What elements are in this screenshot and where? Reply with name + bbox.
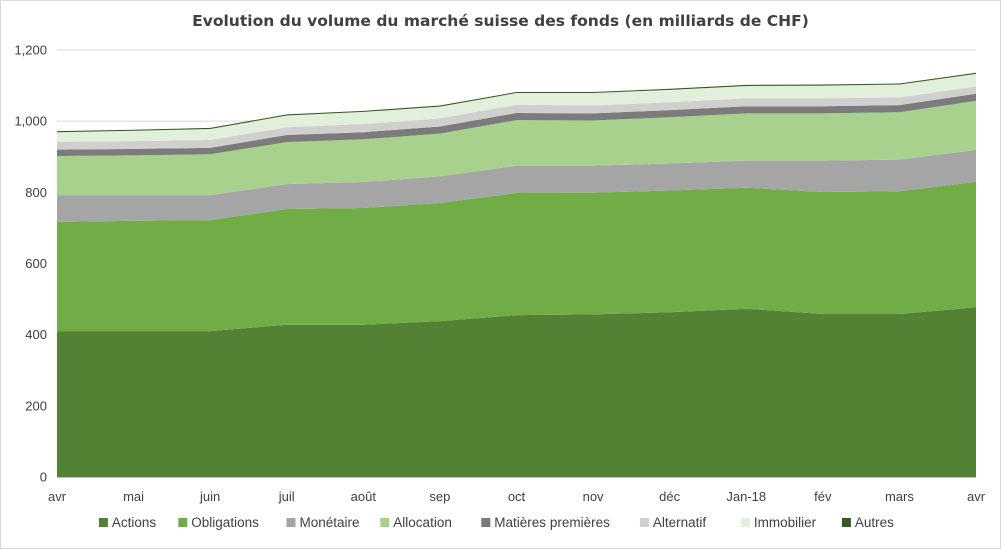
x-tick-label: mai	[123, 489, 144, 504]
area-series-alternatif	[57, 86, 976, 150]
area-series-allocation	[57, 100, 976, 196]
x-tick-label: Jan-18	[726, 489, 766, 504]
legend-label-mati-res-premi-res: Matières premières	[494, 515, 610, 530]
x-tick-label: nov	[583, 489, 604, 504]
x-tick-label: août	[351, 489, 377, 504]
y-tick-label: 1,000	[14, 114, 47, 129]
legend-swatch-immobilier	[740, 518, 750, 527]
area-series-obligations	[57, 182, 976, 332]
x-tick-label: fév	[814, 489, 832, 504]
y-tick-label: 200	[25, 398, 47, 413]
area-series-immobilier	[57, 73, 976, 142]
x-tick-label: oct	[508, 489, 526, 504]
legend-swatch-autres	[841, 518, 851, 527]
x-tick-label: avr	[48, 489, 67, 504]
area-series-mati-res-premi-res	[57, 93, 976, 157]
area-series-mon-taire	[57, 149, 976, 222]
legend-swatch-obligations	[178, 518, 188, 527]
y-tick-label: 800	[25, 185, 47, 200]
legend-swatch-actions	[98, 518, 108, 527]
legend-label-alternatif: Alternatif	[653, 515, 707, 530]
legend-label-actions: Actions	[112, 515, 157, 530]
x-tick-label: déc	[659, 489, 680, 504]
legend-swatch-mon-taire	[286, 518, 296, 527]
legend-swatch-alternatif	[639, 518, 649, 527]
legend-swatch-allocation	[380, 518, 390, 527]
legend-label-immobilier: Immobilier	[754, 515, 817, 530]
x-tick-label: mars	[885, 489, 914, 504]
legend-label-obligations: Obligations	[191, 515, 259, 530]
area-series-actions	[57, 307, 976, 477]
legend-label-allocation: Allocation	[393, 515, 452, 530]
y-tick-label: 0	[40, 470, 47, 485]
legend-swatch-mati-res-premi-res	[481, 518, 491, 527]
y-tick-label: 400	[25, 327, 47, 342]
y-tick-label: 1,200	[14, 43, 47, 58]
chart-title: Evolution du volume du marché suisse des…	[192, 12, 809, 30]
x-tick-label: juil	[278, 489, 295, 504]
y-tick-label: 600	[25, 256, 47, 271]
legend-label-mon-taire: Monétaire	[300, 515, 360, 530]
x-tick-label: juin	[199, 489, 220, 504]
x-tick-label: avr	[967, 489, 986, 504]
legend-label-autres: Autres	[855, 515, 894, 530]
x-tick-label: sep	[429, 489, 450, 504]
